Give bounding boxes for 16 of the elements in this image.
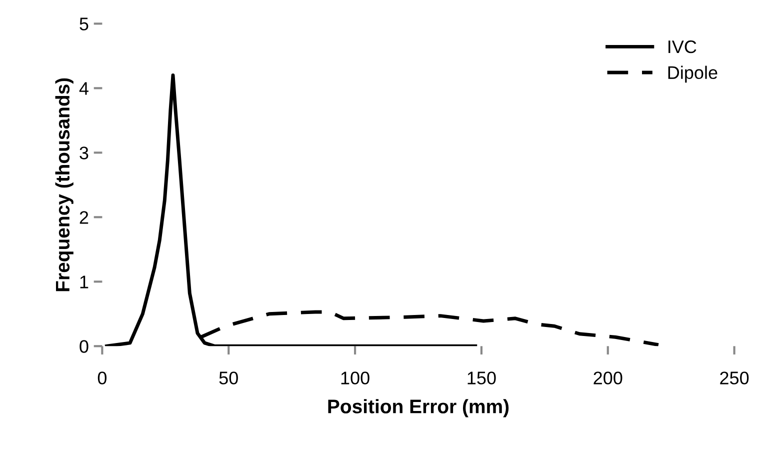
x-tick-label: 150 xyxy=(468,372,496,384)
x-axis-title: Position Error (mm) xyxy=(328,399,509,418)
x-tick-label: 100 xyxy=(341,372,370,384)
y-tick-label: 5 xyxy=(80,18,88,30)
x-tick-label: 50 xyxy=(219,372,238,384)
y-axis-title: Frequency (thousands) xyxy=(55,78,74,292)
y-tick-label: 0 xyxy=(80,340,88,353)
x-tick-label: 250 xyxy=(720,372,749,384)
y-tick-label: 2 xyxy=(80,211,88,224)
legend-label: IVC xyxy=(668,40,696,54)
x-tick-label: 200 xyxy=(594,372,622,384)
x-tick-label: 0 xyxy=(98,372,107,384)
y-tick-label: 4 xyxy=(79,82,88,95)
y-tick-label: 1 xyxy=(80,276,88,288)
y-tick-label: 3 xyxy=(80,146,88,160)
legend-label: Dipole xyxy=(668,66,718,83)
